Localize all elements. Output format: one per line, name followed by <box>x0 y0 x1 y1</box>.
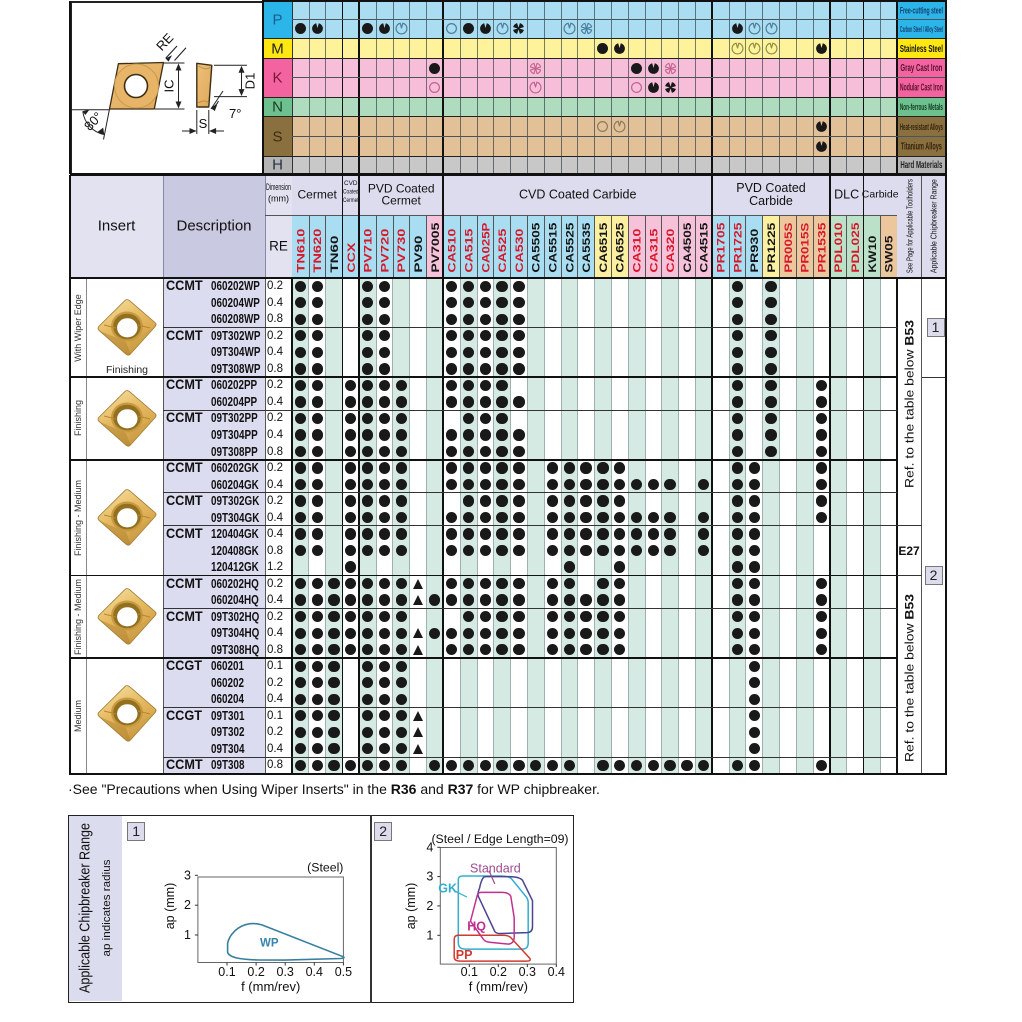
svg-text:7°: 7° <box>229 106 241 121</box>
svg-text:GK: GK <box>438 881 457 895</box>
svg-text:1: 1 <box>426 928 433 942</box>
svg-text:PR015S: PR015S <box>800 223 812 273</box>
svg-text:PV730: PV730 <box>396 229 408 273</box>
svg-text:CA530: CA530 <box>514 229 526 273</box>
svg-text:(Steel): (Steel) <box>307 861 343 875</box>
svg-text:4: 4 <box>426 840 433 854</box>
svg-text:ap (mm): ap (mm) <box>404 883 418 930</box>
svg-text:PV7005: PV7005 <box>430 223 442 273</box>
svg-text:CA4515: CA4515 <box>699 223 711 273</box>
svg-text:0.3: 0.3 <box>277 965 294 979</box>
svg-text:CA315: CA315 <box>648 229 660 273</box>
svg-text:0.5: 0.5 <box>335 965 352 979</box>
svg-text:0.1: 0.1 <box>461 965 478 979</box>
svg-text:CA5525: CA5525 <box>564 223 576 273</box>
svg-text:Ref. to the table below B53: Ref. to the table below B53 <box>905 320 917 488</box>
svg-text:PR1725: PR1725 <box>732 223 744 273</box>
svg-text:f (mm/rev): f (mm/rev) <box>469 979 528 994</box>
svg-text:KW10: KW10 <box>867 236 879 273</box>
svg-text:0.1: 0.1 <box>218 965 235 979</box>
svg-text:0.2: 0.2 <box>490 965 507 979</box>
svg-text:S: S <box>199 116 208 131</box>
svg-text:PDL025: PDL025 <box>850 223 862 273</box>
svg-text:CA025P: CA025P <box>480 223 492 273</box>
svg-text:CA515: CA515 <box>464 229 476 273</box>
svg-text:CA5505: CA5505 <box>531 223 543 273</box>
svg-text:(Steel / Edge Length=09): (Steel / Edge Length=09) <box>431 832 568 846</box>
svg-text:PR1705: PR1705 <box>715 223 727 273</box>
svg-text:PR1225: PR1225 <box>766 223 778 273</box>
svg-text:D1: D1 <box>242 73 257 90</box>
svg-text:PV710: PV710 <box>363 229 375 273</box>
svg-text:1: 1 <box>184 928 191 942</box>
svg-text:CA525: CA525 <box>497 229 509 273</box>
svg-text:PR930: PR930 <box>749 229 761 273</box>
svg-text:0.4: 0.4 <box>548 965 565 979</box>
svg-text:CA5535: CA5535 <box>581 223 593 273</box>
svg-text:TN60: TN60 <box>329 236 341 273</box>
svg-text:PDL010: PDL010 <box>833 223 845 273</box>
svg-text:TN610: TN610 <box>295 229 307 273</box>
svg-text:0.4: 0.4 <box>306 965 323 979</box>
svg-text:PR005S: PR005S <box>783 223 795 273</box>
svg-text:PR1535: PR1535 <box>816 223 828 273</box>
svg-text:0.2: 0.2 <box>247 965 264 979</box>
svg-text:CA5515: CA5515 <box>548 223 560 273</box>
svg-text:CA320: CA320 <box>665 229 677 273</box>
svg-text:IC: IC <box>161 80 176 93</box>
svg-text:SW05: SW05 <box>884 236 896 273</box>
svg-text:CCX: CCX <box>346 242 358 273</box>
svg-text:Standard: Standard <box>470 861 521 875</box>
svg-text:CA6515: CA6515 <box>598 223 610 273</box>
svg-text:2: 2 <box>184 898 191 912</box>
svg-text:WP: WP <box>260 938 279 950</box>
svg-text:ap (mm): ap (mm) <box>163 883 177 930</box>
svg-text:2: 2 <box>426 899 433 913</box>
svg-text:CA4505: CA4505 <box>682 223 694 273</box>
svg-text:0.3: 0.3 <box>519 965 536 979</box>
svg-text:TN620: TN620 <box>312 229 324 273</box>
svg-text:PP: PP <box>456 948 473 962</box>
svg-text:3: 3 <box>426 870 433 884</box>
svg-text:PV720: PV720 <box>379 229 391 273</box>
svg-text:f (mm/rev): f (mm/rev) <box>241 979 300 994</box>
svg-text:PV90: PV90 <box>413 236 425 273</box>
svg-text:3: 3 <box>184 868 191 882</box>
svg-text:CA510: CA510 <box>447 229 459 273</box>
svg-text:CA6525: CA6525 <box>615 223 627 273</box>
svg-text:HQ: HQ <box>467 920 486 934</box>
svg-text:CA310: CA310 <box>631 229 643 273</box>
svg-text:Ref. to the table below B53: Ref. to the table below B53 <box>905 594 917 762</box>
